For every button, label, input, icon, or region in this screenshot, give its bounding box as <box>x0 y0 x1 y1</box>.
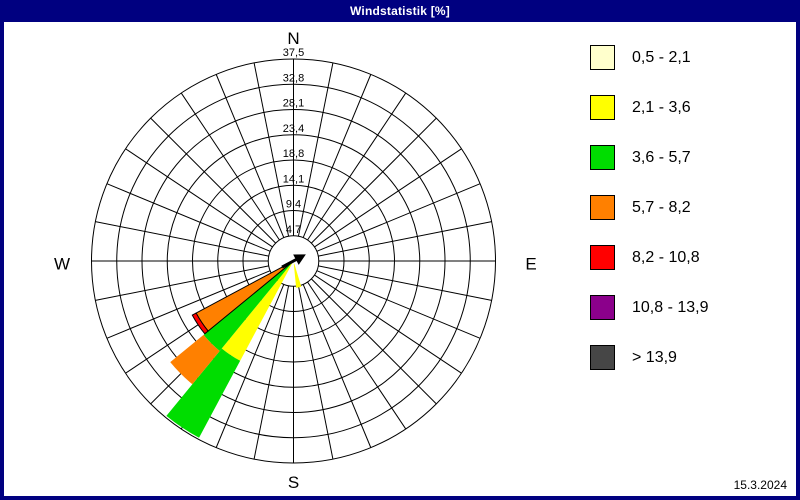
grid-spoke <box>253 285 290 460</box>
grid-spoke <box>125 148 273 248</box>
grid-spoke <box>316 270 481 339</box>
radial-tick-label: 23,4 <box>283 123 304 135</box>
legend-swatch-class-7 <box>590 345 615 370</box>
radial-tick-label: 14,1 <box>283 173 304 185</box>
legend-label: 5,7 - 8,2 <box>632 198 691 216</box>
radial-tick-label: 32,8 <box>283 72 304 84</box>
grid-spoke <box>314 148 462 248</box>
legend-item: 3,6 - 5,7 <box>590 145 790 170</box>
wind-wedge-segment <box>191 312 209 335</box>
legend-label: 10,8 - 13,9 <box>632 298 709 316</box>
compass-label-w: W <box>54 255 70 274</box>
wind-wedge-segment <box>221 262 293 361</box>
legend-item: 2,1 - 3,6 <box>590 95 790 120</box>
legend-swatch-class-3 <box>590 145 615 170</box>
legend-item: 8,2 - 10,8 <box>590 245 790 270</box>
grid-spoke <box>316 183 481 252</box>
grid-spoke <box>311 117 437 244</box>
grid-spoke <box>307 92 407 241</box>
radial-tick-label: 28,1 <box>283 98 304 110</box>
grid-spoke <box>311 278 437 405</box>
grid-spoke <box>95 221 269 257</box>
date-stamp: 15.3.2024 <box>733 478 787 492</box>
legend-label: 0,5 - 2,1 <box>632 48 691 66</box>
legend-swatch-class-2 <box>590 95 615 120</box>
legend-swatch-class-1 <box>590 45 615 70</box>
compass-label-n: N <box>287 29 299 48</box>
grid-spoke <box>106 270 271 339</box>
grid-spoke <box>106 183 271 252</box>
grid-spoke <box>307 281 407 430</box>
compass-label-s: S <box>288 473 299 492</box>
legend-item: 5,7 - 8,2 <box>590 195 790 220</box>
legend-item: 10,8 - 13,9 <box>590 295 790 320</box>
radial-tick-label: 37,5 <box>283 47 304 59</box>
radial-tick-label: 9,4 <box>286 199 301 211</box>
wind-wedge-segment <box>203 262 293 351</box>
grid-spoke <box>150 117 276 244</box>
grid-spoke <box>314 274 462 374</box>
wind-wedge-segment <box>166 348 241 438</box>
grid-spoke <box>302 74 372 238</box>
wind-rose-chart: 4,7 9,4 14,1 18,8 23,4 28,1 32,8 37,5N S W E <box>54 29 537 492</box>
grid-spoke <box>215 284 285 448</box>
legend-label: 3,6 - 5,7 <box>632 148 691 166</box>
legend-label: 8,2 - 10,8 <box>632 248 700 266</box>
window-title: Windstatistik [%] <box>350 4 450 18</box>
legend-label: > 13,9 <box>632 348 677 366</box>
legend: 0,5 - 2,1 2,1 - 3,6 3,6 - 5,7 5,7 - 8,2 … <box>590 45 790 395</box>
radial-tick-label: 4,7 <box>286 224 301 236</box>
radial-tick-label: 18,8 <box>283 148 304 160</box>
compass-label-e: E <box>525 255 536 274</box>
legend-swatch-class-5 <box>590 245 615 270</box>
grid-spoke <box>253 62 290 237</box>
chart-panel: 4,7 9,4 14,1 18,8 23,4 28,1 32,8 37,5 N S W E 0,5 -… <box>4 22 796 496</box>
grid-spoke <box>318 221 492 257</box>
wind-wedge-segment <box>170 334 220 385</box>
grid-spoke <box>95 265 269 301</box>
wind-wedge-segment <box>293 263 302 288</box>
center-arrow-head <box>293 254 306 265</box>
legend-swatch-class-6 <box>590 295 615 320</box>
grid-spoke <box>297 62 334 237</box>
legend-label: 2,1 - 3,6 <box>632 98 691 116</box>
grid-spoke <box>318 265 492 301</box>
grid-spoke <box>180 92 280 241</box>
grid-spoke <box>297 285 334 460</box>
title-bar: Windstatistik [%] <box>0 0 800 22</box>
legend-item: 0,5 - 2,1 <box>590 45 790 70</box>
grid-spoke <box>302 284 372 448</box>
legend-item: > 13,9 <box>590 345 790 370</box>
grid-spoke <box>215 74 285 238</box>
legend-swatch-class-4 <box>590 195 615 220</box>
